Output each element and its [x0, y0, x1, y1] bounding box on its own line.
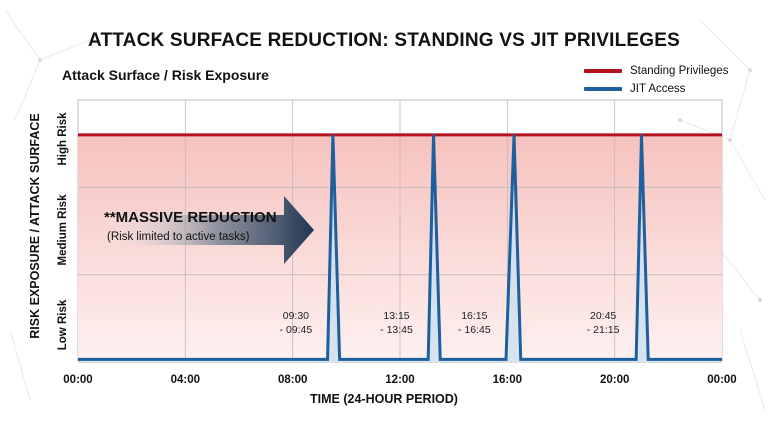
- spike-label-end: - 21:15: [586, 324, 620, 336]
- x-tick-label: 16:00: [492, 374, 523, 386]
- spike-label: 09:30 - 09:45: [273, 309, 319, 337]
- spike-label: 20:45 - 21:15: [580, 309, 626, 337]
- x-axis-label: TIME (24-HOUR PERIOD): [310, 392, 458, 406]
- annotation-title: **MASSIVE REDUCTION: [104, 209, 277, 226]
- spike-label: 13:15 - 13:45: [374, 309, 420, 337]
- spike-label-start: 13:15: [383, 310, 410, 322]
- x-tick-label: 00:00: [63, 374, 93, 386]
- legend: Standing Privileges JIT Access: [584, 62, 728, 98]
- y-tick-medium: Medium Risk: [57, 194, 69, 266]
- y-axis-label: RISK EXPOSURE / ATTACK SURFACE: [28, 113, 42, 339]
- legend-item-standing: Standing Privileges: [584, 62, 728, 80]
- chart-title: ATTACK SURFACE REDUCTION: STANDING VS JI…: [87, 30, 681, 51]
- spike-label-start: 20:45: [589, 310, 617, 322]
- x-tick-label: 12:00: [385, 374, 415, 386]
- spike-label-end: - 16:45: [457, 324, 491, 336]
- legend-swatch-standing: [584, 69, 622, 73]
- spike-label-start: 16:15: [461, 310, 488, 322]
- legend-swatch-jit: [584, 87, 622, 91]
- chart-subtitle: Attack Surface / Risk Exposure: [62, 67, 269, 83]
- x-tick-label: 00:00: [707, 374, 737, 386]
- reduction-arrow: [100, 196, 314, 264]
- x-tick-label: 20:00: [599, 374, 630, 386]
- spike-label: 16:15 - 16:45: [451, 309, 497, 337]
- spike-label-end: - 09:45: [279, 324, 313, 336]
- legend-label-jit: JIT Access: [630, 83, 686, 95]
- annotation-subtitle: (Risk limited to active tasks): [107, 231, 250, 243]
- legend-label-standing: Standing Privileges: [630, 65, 729, 77]
- x-tick-label: 08:00: [277, 374, 308, 386]
- x-tick-label: 04:00: [170, 374, 201, 386]
- jit-access-line: [78, 134, 722, 361]
- spike-label-end: - 13:45: [380, 324, 413, 336]
- spike-label-start: 09:30: [282, 310, 310, 322]
- legend-item-jit: JIT Access: [584, 80, 728, 98]
- y-tick-low: Low Risk: [57, 299, 69, 351]
- y-tick-high: High Risk: [57, 112, 69, 166]
